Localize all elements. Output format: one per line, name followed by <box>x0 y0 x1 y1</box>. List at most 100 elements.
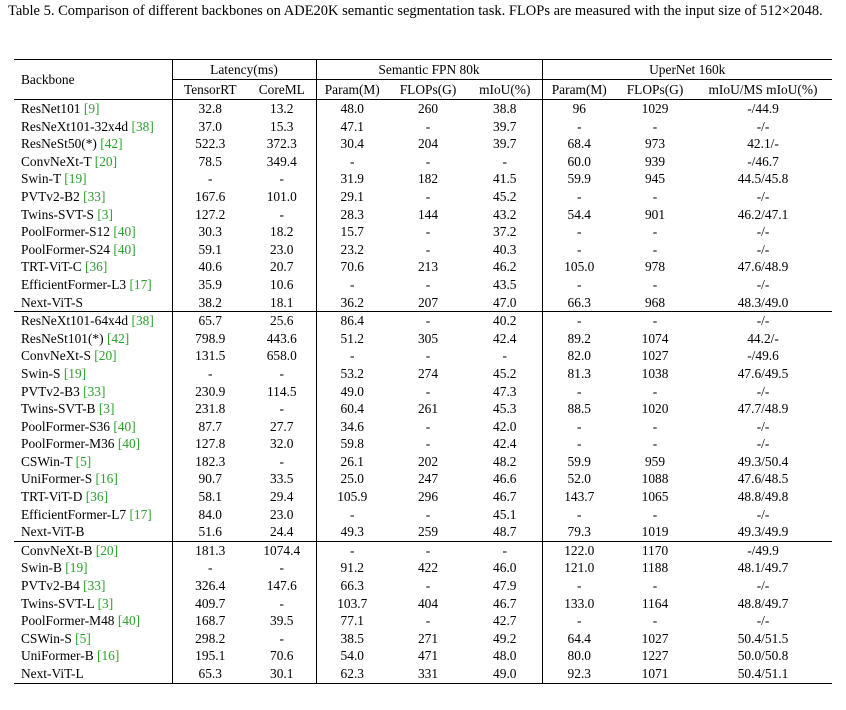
citation-link[interactable]: [19] <box>65 560 88 576</box>
cell-backbone: PoolFormer-S24 [40] <box>14 241 172 259</box>
backbone-name: ResNeXt101-64x4d <box>21 313 129 329</box>
cell-upernet-flops: 1027 <box>641 630 669 646</box>
cell-upernet-param: - <box>541 612 617 630</box>
citation-link[interactable]: [33] <box>83 383 106 399</box>
cell-upernet-flops: 1027 <box>641 348 669 364</box>
cell-tensorrt: 65.3 <box>171 665 248 684</box>
table-row: Twins-SVT-S [3] 127.2-28.3 144 43.2 54.4 901 4… <box>14 205 832 224</box>
citation-link[interactable]: [40] <box>113 418 136 434</box>
cell-fpn-miou: 45.3 <box>493 401 517 417</box>
table-row: Twins-SVT-B [3] 231.8-60.4 261 45.3 88.5 1020… <box>14 400 832 418</box>
cell-upernet-flops: 1065 <box>641 489 669 505</box>
backbone-name: CSWin-S <box>21 630 72 646</box>
backbone-name: EfficientFormer-L7 <box>21 506 127 522</box>
cell-upernet-flops: - <box>652 276 658 292</box>
cell-upernet-param: 68.4 <box>541 135 617 153</box>
cell-upernet-flops: - <box>652 383 658 399</box>
cell-fpn-miou: 46.6 <box>493 471 517 487</box>
citation-link[interactable]: [42] <box>106 330 130 346</box>
cell-tensorrt: 409.7 <box>171 594 248 613</box>
backbone-name: ResNeSt101(*) <box>21 330 104 346</box>
cell-fpn-miou: 48.0 <box>493 648 517 664</box>
cell-tensorrt: 168.7 <box>171 612 248 630</box>
cell-fpn-param: 36.2 <box>315 293 389 312</box>
citation-link[interactable]: [38] <box>131 313 154 329</box>
cell-fpn-flops: - <box>425 578 431 594</box>
cell-tensorrt: 87.7 <box>171 417 248 436</box>
cell-upernet-miou: 44.5/45.8 <box>737 171 789 187</box>
cell-fpn-param: - <box>315 347 389 365</box>
citation-link[interactable]: [3] <box>97 206 113 222</box>
cell-tensorrt: 167.6 <box>171 187 248 206</box>
cell-fpn-flops: 213 <box>417 259 439 275</box>
citation-link[interactable]: [36] <box>85 259 108 275</box>
cell-coreml: - <box>279 453 284 469</box>
backbone-name: UniFormer-S <box>21 471 93 487</box>
citation-link[interactable]: [19] <box>63 365 87 381</box>
citation-link[interactable]: [20] <box>94 348 117 364</box>
cell-fpn-flops: 422 <box>417 560 439 576</box>
citation-link[interactable]: [5] <box>75 630 91 646</box>
cell-fpn-miou: 38.8 <box>468 98 543 118</box>
citation-link[interactable]: [38] <box>131 118 154 134</box>
cell-fpn-flops: - <box>388 311 469 330</box>
cell-coreml: 25.6 <box>248 311 317 330</box>
cell-upernet-miou: 44.2/- <box>747 330 779 346</box>
cell-backbone: PoolFormer-S36 [40] <box>14 418 172 436</box>
citation-link[interactable]: [33] <box>83 578 106 594</box>
citation-link[interactable]: [40] <box>117 613 141 629</box>
citation-link[interactable]: [3] <box>98 401 115 417</box>
citation-link[interactable]: [16] <box>95 471 118 487</box>
citation-link[interactable]: [40] <box>113 224 136 240</box>
cell-fpn-flops: - <box>425 224 431 240</box>
backbone-name: Swin-S <box>21 365 61 381</box>
backbone-name: PVTv2-B2 <box>21 188 80 204</box>
citation-link[interactable]: [5] <box>75 453 92 469</box>
backbone-name: Swin-B <box>21 560 62 576</box>
citation-link[interactable]: [16] <box>97 648 120 664</box>
cell-backbone: CSWin-T [5] <box>14 453 172 471</box>
citation-link[interactable]: [9] <box>83 101 100 116</box>
citation-link[interactable]: [33] <box>83 188 106 204</box>
citation-link[interactable]: [42] <box>100 136 123 152</box>
cell-backbone: Twins-SVT-L [3] <box>14 595 172 613</box>
cell-coreml: 27.7 <box>270 418 294 434</box>
cell-coreml: 20.7 <box>270 259 294 275</box>
citation-link[interactable]: [40] <box>117 436 141 452</box>
cell-fpn-miou: 43.2 <box>493 206 517 222</box>
cell-coreml: 349.4 <box>266 153 297 169</box>
cell-upernet-miou: 47.6/48.9 <box>737 259 789 275</box>
cell-tensorrt: 298.2 <box>171 629 248 648</box>
table-row: PVTv2-B4 [33] 326.4 147.6 66.3-47.9- - -/- <box>14 577 832 595</box>
table-row: CSWin-S [5] 298.2-38.5 271 49.2 64.4 1027 50.4… <box>14 629 832 648</box>
backbone-name: ConvNeXt-T <box>21 153 92 169</box>
cell-upernet-param: 82.0 <box>541 347 617 365</box>
cell-fpn-miou: 45.2 <box>493 365 517 381</box>
cell-fpn-param: 49.0 <box>315 382 389 401</box>
backbone-name: Next-ViT-L <box>21 666 84 681</box>
citation-link[interactable]: [3] <box>97 595 114 611</box>
cell-upernet-miou: -/- <box>756 578 770 594</box>
cell-upernet-miou: 50.4/51.1 <box>694 665 833 684</box>
cell-coreml: 30.1 <box>248 665 317 684</box>
cell-coreml: - <box>279 560 284 576</box>
citation-link[interactable]: [20] <box>94 153 118 169</box>
cell-upernet-miou: -/- <box>756 613 770 629</box>
backbone-name: CSWin-T <box>21 453 73 469</box>
cell-upernet-param: 52.0 <box>541 470 617 489</box>
citation-link[interactable]: [17] <box>129 276 152 292</box>
citation-link[interactable]: [20] <box>95 542 119 558</box>
cell-fpn-param: 51.2 <box>315 329 389 348</box>
cell-upernet-param: - <box>541 223 617 241</box>
cell-coreml: - <box>279 171 284 187</box>
citation-link[interactable]: [36] <box>85 489 109 505</box>
cell-fpn-param: 25.0 <box>315 470 389 489</box>
cell-fpn-miou: 45.1 <box>493 506 517 522</box>
citation-link[interactable]: [19] <box>64 171 87 187</box>
citation-link[interactable]: [17] <box>129 506 152 522</box>
cell-coreml: 18.1 <box>270 294 294 310</box>
header-latency: Latency(ms) <box>171 59 317 80</box>
cell-upernet-param: 59.9 <box>541 170 617 188</box>
cell-fpn-param: 23.2 <box>315 240 389 259</box>
citation-link[interactable]: [40] <box>113 241 136 257</box>
